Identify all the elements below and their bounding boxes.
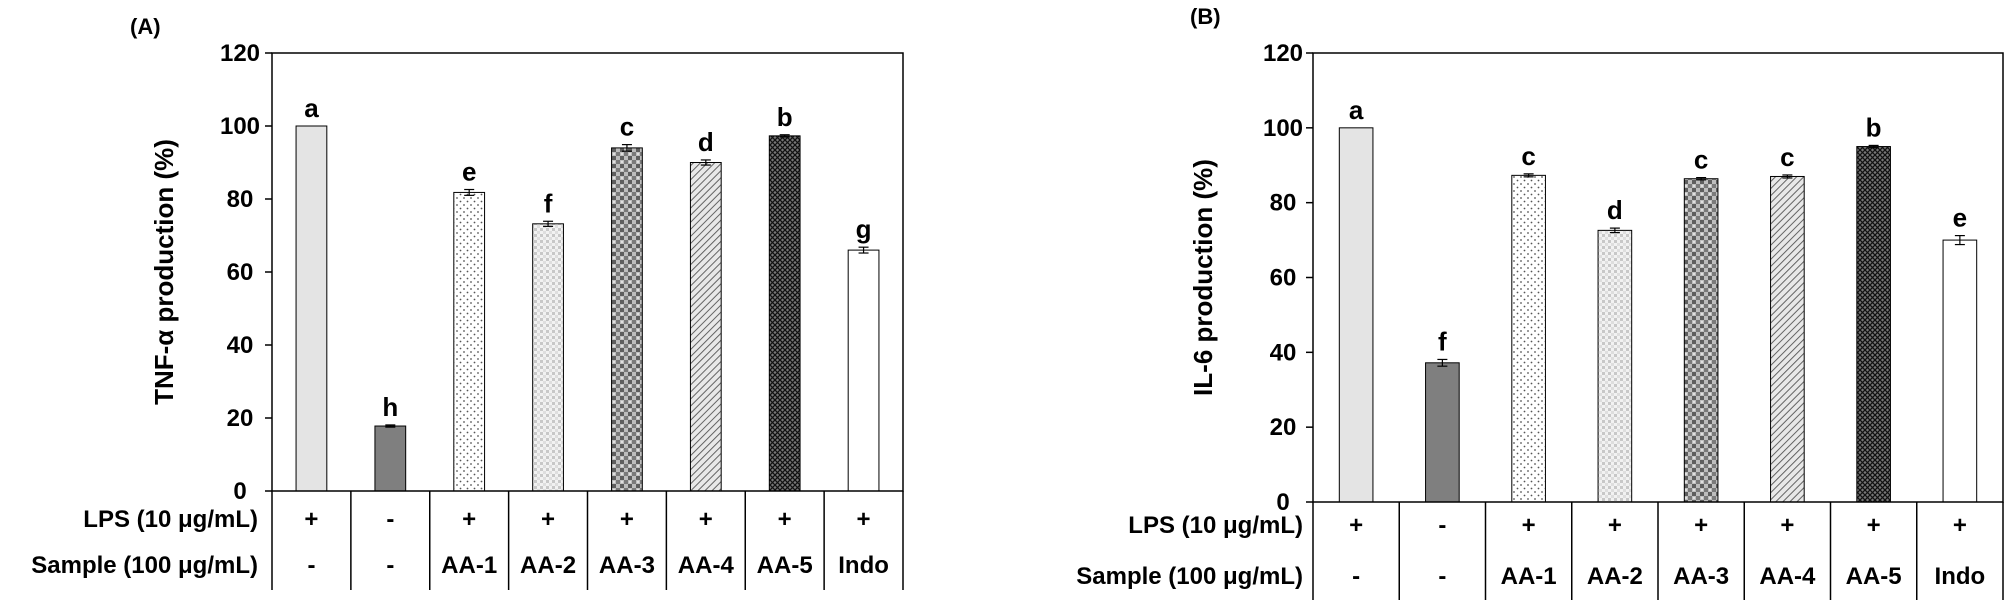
sample-cell: AA-5 <box>1846 563 1902 590</box>
sample-cell: AA-2 <box>1587 563 1643 590</box>
bar <box>1770 175 1805 503</box>
bar <box>1856 146 1891 503</box>
sample-cell: AA-1 <box>1501 563 1557 590</box>
y-tick-label: 60 <box>227 259 254 286</box>
sample-cell: - <box>1438 563 1446 590</box>
y-tick-label: 20 <box>227 405 254 432</box>
y-axis-label: TNF-α production (%) <box>149 139 179 405</box>
bar <box>1683 178 1719 503</box>
sample-cell: AA-4 <box>678 552 735 579</box>
plot-frame <box>271 52 904 492</box>
sample-cell: AA-4 <box>1759 563 1816 590</box>
plot-frame <box>1312 52 2004 503</box>
lps-cell: + <box>778 506 792 533</box>
y-tick-label: 60 <box>1270 265 1297 292</box>
significance-letter: h <box>382 392 398 422</box>
bar <box>1597 229 1633 503</box>
sample-cell: - <box>1352 563 1360 590</box>
bar <box>1425 362 1460 503</box>
panel-a: (A) TNF-α production (%) 0 20 40 60 80 100 120 a h… <box>31 14 904 590</box>
sample-cell: AA-3 <box>1673 563 1729 590</box>
panel-label: (A) <box>130 14 161 39</box>
panel-label: (B) <box>1190 4 1221 29</box>
lps-cell: + <box>620 506 634 533</box>
significance-letter: c <box>1780 142 1794 172</box>
sample-cell: AA-3 <box>599 552 655 579</box>
sample-cell: Indo <box>838 552 889 579</box>
sample-cell: AA-2 <box>520 552 576 579</box>
y-tick-label: 40 <box>227 332 254 359</box>
y-tick-label: 0 <box>1276 489 1289 516</box>
significance-letter: e <box>462 157 476 187</box>
y-axis-label: IL-6 production (%) <box>1188 159 1218 396</box>
lps-cell: - <box>386 506 394 533</box>
lps-cell: + <box>857 506 871 533</box>
lps-cell: + <box>1694 512 1708 539</box>
y-tick-label: 100 <box>220 113 260 140</box>
lps-cell: + <box>1522 512 1536 539</box>
lps-cell: + <box>1780 512 1794 539</box>
row-label-lps: LPS (10 μg/mL) <box>1128 512 1303 539</box>
y-tick-label: 0 <box>233 478 246 505</box>
significance-letter: c <box>1694 145 1708 175</box>
y-tick-label: 80 <box>1270 190 1297 217</box>
sample-cell: AA-5 <box>757 552 813 579</box>
row-label-sample: Sample (100 μg/mL) <box>31 552 258 579</box>
lps-cell: + <box>541 506 555 533</box>
lps-cell: + <box>304 506 318 533</box>
bar <box>532 223 564 492</box>
significance-letter: c <box>1521 141 1535 171</box>
significance-letter: f <box>1438 326 1447 356</box>
bar <box>1338 127 1374 503</box>
panel-b: (B) IL-6 production (%) 0 20 40 60 80 100 120 a f c… <box>1076 4 2004 600</box>
bar <box>689 162 722 492</box>
sample-cell: - <box>307 552 315 579</box>
significance-letter: f <box>544 188 553 218</box>
lps-cell: + <box>1349 512 1363 539</box>
row-label-lps: LPS (10 μg/mL) <box>83 506 258 533</box>
significance-letter: d <box>1607 195 1623 225</box>
row-label-sample: Sample (100 μg/mL) <box>1076 563 1303 590</box>
sample-cell: AA-1 <box>441 552 497 579</box>
y-tick-label: 100 <box>1263 115 1303 142</box>
lps-cell: + <box>1608 512 1622 539</box>
bar <box>453 191 486 492</box>
y-tick-label: 80 <box>227 186 254 213</box>
y-tick-label: 120 <box>1263 40 1303 67</box>
sample-cell: Indo <box>1935 563 1986 590</box>
significance-letter: d <box>698 127 714 157</box>
lps-cell: + <box>699 506 713 533</box>
bar <box>847 249 880 492</box>
bar <box>1511 174 1546 503</box>
y-tick-label: 120 <box>220 40 260 67</box>
lps-cell: + <box>1953 512 1967 539</box>
lps-cell: + <box>462 506 476 533</box>
significance-letter: c <box>620 112 634 142</box>
bar <box>295 125 328 492</box>
significance-letter: g <box>856 214 872 244</box>
bar <box>611 147 643 492</box>
significance-letter: a <box>304 93 319 123</box>
bar <box>768 135 801 492</box>
y-tick-label: 20 <box>1270 414 1297 441</box>
significance-letter: e <box>1953 203 1967 233</box>
lps-cell: + <box>1867 512 1881 539</box>
significance-letter: a <box>1349 95 1364 125</box>
significance-letter: b <box>1866 112 1882 142</box>
lps-cell: - <box>1438 512 1446 539</box>
significance-letter: b <box>777 102 793 132</box>
bar <box>1942 239 1978 503</box>
y-tick-label: 40 <box>1270 339 1297 366</box>
sample-cell: - <box>386 552 394 579</box>
bar <box>374 425 407 492</box>
